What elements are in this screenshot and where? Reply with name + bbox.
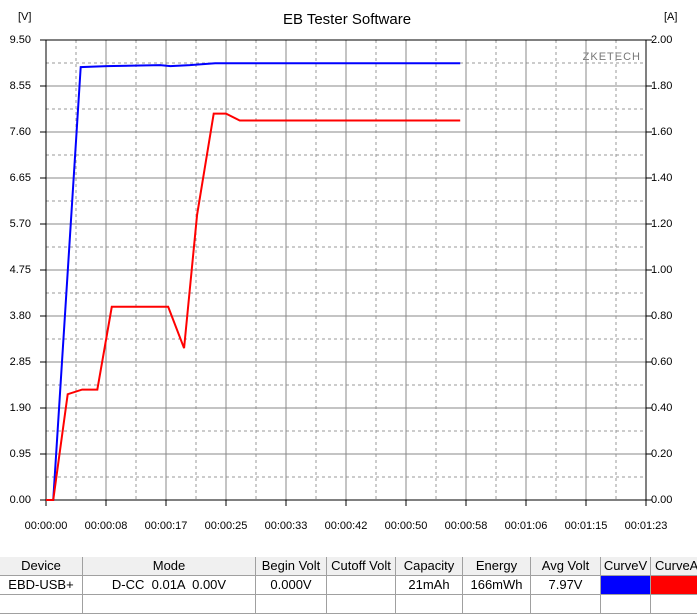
x-tick-label: 00:00:33 bbox=[265, 520, 308, 532]
y2-tick-label: 0.40 bbox=[651, 402, 672, 414]
y2-tick-label: 0.80 bbox=[651, 310, 672, 322]
empty-cell bbox=[531, 595, 601, 614]
empty-cell bbox=[83, 595, 256, 614]
header-cell[interactable]: Avg Volt bbox=[531, 557, 601, 576]
x-tick-label: 00:01:23 bbox=[625, 520, 668, 532]
empty-cell bbox=[327, 595, 396, 614]
y2-tick-label: 1.20 bbox=[651, 218, 672, 230]
y2-tick-label: 1.40 bbox=[651, 172, 672, 184]
empty-cell bbox=[463, 595, 531, 614]
device-cell: EBD-USB+ bbox=[0, 576, 83, 595]
x-tick-label: 00:00:58 bbox=[445, 520, 488, 532]
header-cell[interactable]: Begin Volt bbox=[256, 557, 327, 576]
plot-frame bbox=[45, 39, 647, 501]
header-cell[interactable]: Mode bbox=[83, 557, 256, 576]
x-tick-label: 00:00:50 bbox=[385, 520, 428, 532]
empty-cell bbox=[601, 595, 651, 614]
y2-tick-label: 2.00 bbox=[651, 34, 672, 46]
empty-cell bbox=[396, 595, 463, 614]
x-tick-label: 00:00:08 bbox=[85, 520, 128, 532]
y-tick-label: 2.85 bbox=[10, 356, 31, 368]
y2-tick-label: 1.80 bbox=[651, 80, 672, 92]
y-tick-label: 3.80 bbox=[10, 310, 31, 322]
y2-tick-label: 0.20 bbox=[651, 448, 672, 460]
x-tick-label: 00:00:00 bbox=[25, 520, 68, 532]
chart-title: EB Tester Software bbox=[283, 11, 411, 28]
chart-background bbox=[0, 0, 697, 557]
x-tick-label: 00:00:25 bbox=[205, 520, 248, 532]
x-tick-label: 00:00:17 bbox=[145, 520, 188, 532]
y-tick-label: 4.75 bbox=[10, 264, 31, 276]
avg-volt-cell: 7.97V bbox=[531, 576, 601, 595]
empty-row bbox=[0, 595, 697, 614]
header-cell[interactable]: Cutoff Volt bbox=[327, 557, 396, 576]
series-line bbox=[46, 112, 461, 501]
empty-cell bbox=[256, 595, 327, 614]
header-row: Device Mode Begin Volt Cutoff Volt Capac… bbox=[0, 557, 697, 576]
y-tick-label: 5.70 bbox=[10, 218, 31, 230]
empty-cell bbox=[0, 595, 83, 614]
y-tick-label: 0.95 bbox=[10, 448, 31, 460]
x-tick-label: 00:01:06 bbox=[505, 520, 548, 532]
cutoff-volt-cell bbox=[327, 576, 396, 595]
empty-cell bbox=[651, 595, 697, 614]
mode-cell: D-CC 0.01A 0.00V bbox=[83, 576, 256, 595]
header-cell[interactable]: Energy bbox=[463, 557, 531, 576]
y2-axis-label: [A] bbox=[664, 11, 677, 23]
header-cell[interactable]: CurveA bbox=[651, 557, 697, 576]
results-table: Device Mode Begin Volt Cutoff Volt Capac… bbox=[0, 557, 697, 614]
capacity-cell: 21mAh bbox=[396, 576, 463, 595]
begin-volt-cell: 0.000V bbox=[256, 576, 327, 595]
header-cell[interactable]: Device bbox=[0, 557, 83, 576]
curve-v-swatch bbox=[601, 576, 651, 595]
x-tick-label: 00:00:42 bbox=[325, 520, 368, 532]
chart: EB Tester Software [V] [A] ZKETECH 00:00… bbox=[0, 0, 697, 557]
curve-a-swatch bbox=[651, 576, 697, 595]
header-cell[interactable]: Capacity bbox=[396, 557, 463, 576]
y2-tick-label: 0.00 bbox=[651, 494, 672, 506]
y2-tick-label: 0.60 bbox=[651, 356, 672, 368]
y-tick-label: 7.60 bbox=[10, 126, 31, 138]
series-line bbox=[46, 62, 461, 501]
y-tick-label: 9.50 bbox=[10, 34, 31, 46]
y2-tick-label: 1.00 bbox=[651, 264, 672, 276]
y-tick-label: 6.65 bbox=[10, 172, 31, 184]
y-axis-label: [V] bbox=[18, 11, 31, 23]
data-row[interactable]: EBD-USB+ D-CC 0.01A 0.00V 0.000V 21mAh 1… bbox=[0, 576, 697, 595]
y2-tick-label: 1.60 bbox=[651, 126, 672, 138]
watermark: ZKETECH bbox=[583, 51, 641, 63]
header-cell[interactable]: CurveV bbox=[601, 557, 651, 576]
y-tick-label: 0.00 bbox=[10, 494, 31, 506]
energy-cell: 166mWh bbox=[463, 576, 531, 595]
y-tick-label: 1.90 bbox=[10, 402, 31, 414]
y-tick-label: 8.55 bbox=[10, 80, 31, 92]
x-tick-label: 00:01:15 bbox=[565, 520, 608, 532]
